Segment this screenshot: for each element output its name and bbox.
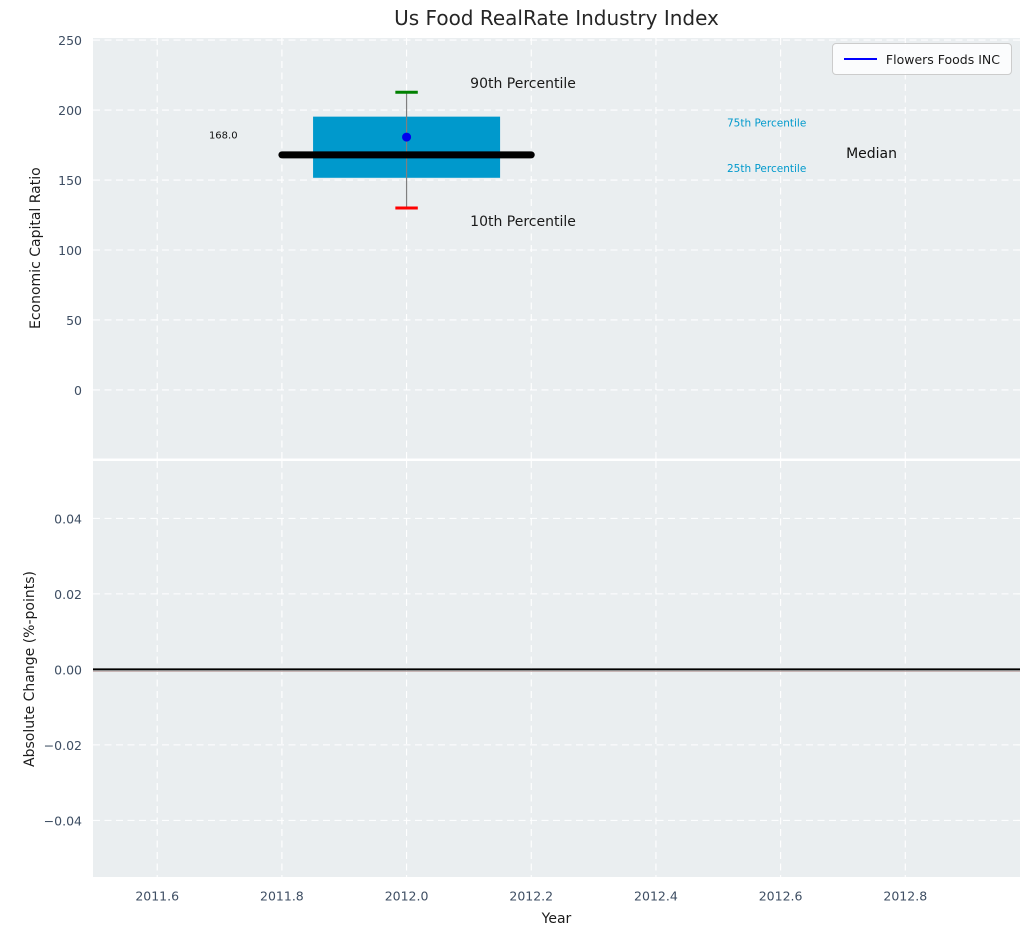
annotation: Median [846, 146, 897, 162]
y-tick-label: 100 [58, 243, 82, 258]
x-axis-label: Year [541, 911, 572, 927]
x-tick-label: 2012.8 [883, 889, 927, 904]
chart-title: Us Food RealRate Industry Index [394, 6, 719, 30]
x-tick-label: 2012.2 [509, 889, 553, 904]
y-tick-label: 0.02 [54, 587, 82, 602]
y-tick-label: 200 [58, 103, 82, 118]
x-tick-label: 2012.0 [385, 889, 429, 904]
x-tick-label: 2012.6 [759, 889, 803, 904]
y-axis-label-top: Economic Capital Ratio [28, 167, 44, 329]
y-tick-label: 50 [66, 313, 82, 328]
y-tick-label: −0.02 [44, 738, 82, 753]
y-tick-label: 250 [58, 33, 82, 48]
x-tick-label: 2011.8 [260, 889, 304, 904]
y-tick-label: −0.04 [44, 813, 82, 828]
legend-line-swatch [843, 58, 877, 60]
annotation: 75th Percentile [727, 117, 806, 129]
x-tick-label: 2012.4 [634, 889, 678, 904]
annotation: 25th Percentile [727, 163, 806, 175]
y-axis-label-bottom: Absolute Change (%-points) [22, 571, 38, 767]
y-tick-label: 0.04 [54, 511, 82, 526]
legend-label: Flowers Foods INC [885, 51, 1000, 67]
annotation: 90th Percentile [470, 76, 576, 92]
annotation: 168.0 [209, 130, 238, 141]
y-tick-label: 150 [58, 173, 82, 188]
data-point [402, 132, 412, 142]
plot-area [93, 38, 1020, 459]
annotation: 10th Percentile [470, 214, 576, 230]
y-tick-label: 0.00 [54, 662, 82, 677]
x-tick-label: 2011.6 [135, 889, 179, 904]
y-tick-label: 0 [74, 383, 82, 398]
legend: Flowers Foods INC [831, 43, 1012, 75]
